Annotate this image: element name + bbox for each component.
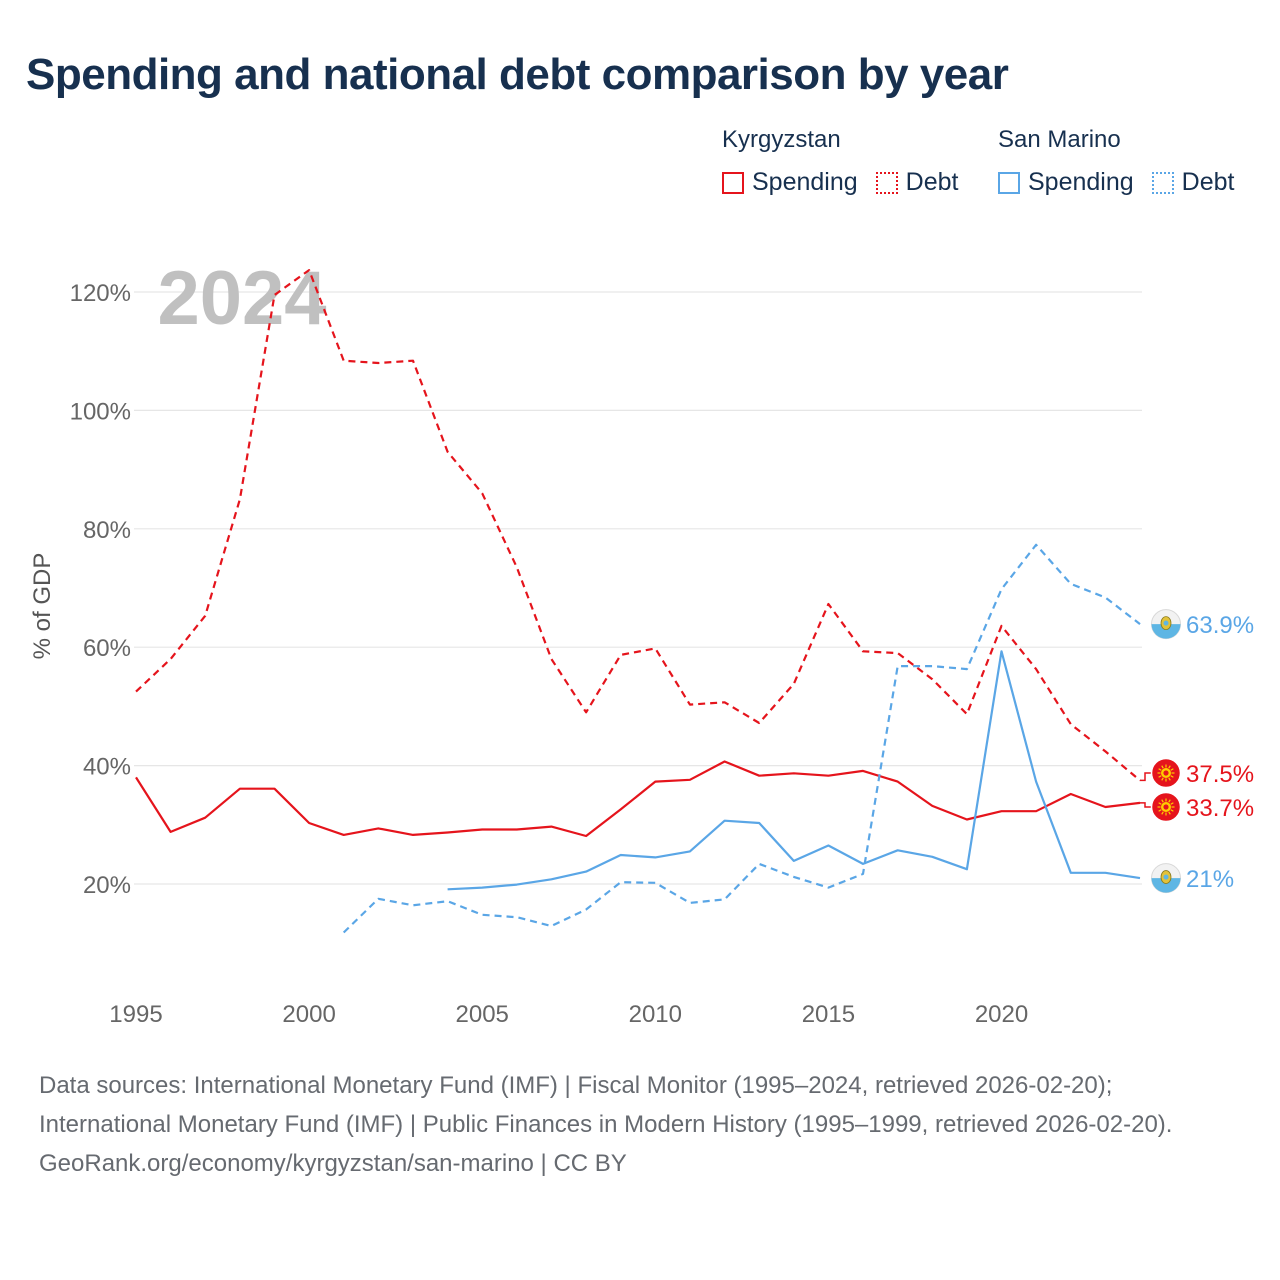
legend-item-san-marino-debt[interactable]: Debt (1151, 168, 1235, 197)
x-tick-label: 1995 (109, 1001, 162, 1028)
year-watermark: 2024 (157, 256, 326, 341)
credit-link[interactable]: GeoRank.org/economy/kyrgyzstan/san-marin… (39, 1150, 627, 1177)
kyrgyzstan-flag-icon (1150, 757, 1182, 789)
data-sources: Data sources: International Monetary Fun… (39, 1072, 1173, 1138)
grid-lines (134, 291, 1142, 885)
legend-country-name: Kyrgyzstan (722, 126, 841, 153)
x-tick-label: 2010 (629, 1001, 682, 1028)
legend-swatch-solid (722, 171, 744, 194)
legend-swatch-solid (998, 171, 1020, 194)
y-axis-label: % of GDP (29, 553, 56, 660)
legend-item-label: Debt (1181, 168, 1235, 196)
san-marino-flag-icon (1151, 863, 1181, 894)
y-axis-ticks: 20% 40% 60% 80% 100% 120% (70, 280, 131, 899)
end-labels: 33.7% 37.5% 21% 63.9% (1140, 609, 1254, 894)
end-value-label: 37.5% (1186, 761, 1254, 788)
y-tick-label: 100% (70, 398, 131, 425)
end-value-label: 63.9% (1186, 612, 1254, 639)
y-tick-label: 120% (70, 280, 131, 307)
x-tick-label: 2000 (282, 1001, 335, 1028)
legend-item-kyrgyzstan-debt[interactable]: Debt (875, 168, 959, 197)
end-value-label: 21% (1186, 866, 1234, 893)
series-line-san-marino-spending (447, 650, 1141, 891)
kyrgyzstan-flag-icon (1150, 791, 1182, 823)
y-tick-label: 60% (83, 635, 131, 662)
y-tick-label: 40% (83, 754, 131, 781)
legend-group-san-marino: San Marino Spending Debt (998, 124, 1252, 197)
legend-swatch-dotted (875, 171, 898, 194)
line-chart: 20% 40% 60% 80% 100% 120% 1995 2000 2005 2010 201… (29, 256, 1254, 1028)
legend-item-label: Spending (1028, 168, 1134, 196)
legend-country-name: San Marino (998, 126, 1121, 153)
legend-item-san-marino-spending[interactable]: Spending (998, 168, 1134, 197)
end-label-connector (1140, 802, 1152, 808)
y-tick-label: 80% (83, 517, 131, 544)
end-value-label: 33.7% (1186, 795, 1254, 822)
legend-swatch-dotted (1151, 171, 1174, 194)
y-tick-label: 20% (83, 872, 131, 899)
legend-item-label: Spending (752, 168, 858, 196)
legend-item-label: Debt (905, 168, 959, 196)
end-label-connector (1140, 772, 1152, 782)
x-axis-ticks: 1995 2000 2005 2010 2015 2020 (109, 1001, 1028, 1028)
legend-item-kyrgyzstan-spending[interactable]: Spending (722, 168, 858, 197)
x-tick-label: 2020 (975, 1001, 1028, 1028)
legend-group-kyrgyzstan: Kyrgyzstan Spending Debt (722, 124, 976, 197)
x-tick-label: 2005 (456, 1001, 509, 1028)
series-line-san-marino-debt (342, 543, 1141, 934)
footer: Data sources: International Monetary Fun… (39, 1066, 1239, 1183)
series-line-kyrgyzstan-debt (135, 269, 1141, 782)
san-marino-flag-icon (1151, 609, 1181, 640)
series-line-kyrgyzstan-spending (135, 760, 1141, 838)
series-lines (135, 269, 1141, 934)
page-title: Spending and national debt comparison by… (26, 50, 1009, 99)
x-tick-label: 2015 (802, 1001, 855, 1028)
